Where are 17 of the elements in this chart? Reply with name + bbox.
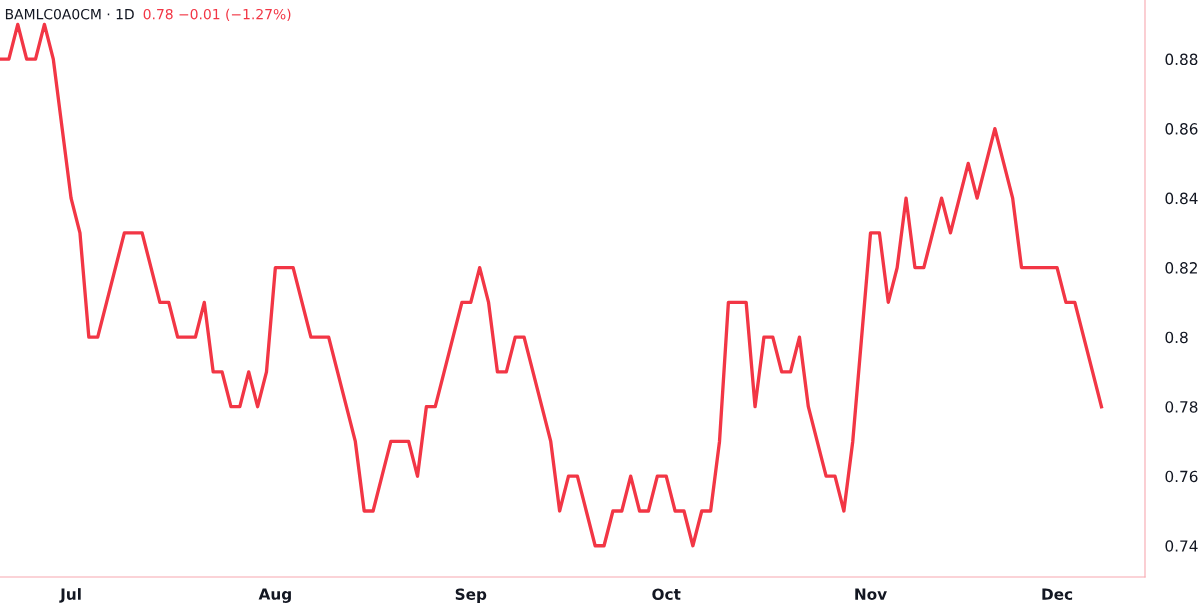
y-tick-label: 0.74 — [1165, 540, 1198, 552]
x-tick-label: Aug — [258, 588, 291, 603]
y-tick-label: 0.84 — [1165, 192, 1198, 205]
x-tick-label: Nov — [855, 588, 887, 600]
x-tick-label: Sep — [455, 588, 487, 603]
y-tick-label: 0.88 — [1165, 53, 1198, 66]
y-tick-label: 0.82 — [1165, 262, 1197, 274]
x-tick-label: Jul — [59, 588, 81, 603]
text: BAMLC0A0CM · 1D — [5, 8, 134, 20]
x-tick-label: Oct — [652, 588, 681, 600]
y-tick-label: 0.76 — [1165, 470, 1198, 483]
x-tick-label: Dec — [1042, 588, 1073, 600]
line-series — [0, 22, 1104, 548]
y-tick-label: 0.8 — [1165, 331, 1188, 344]
y-tick-label: 0.86 — [1165, 123, 1198, 135]
y-tick-label: 0.78 — [1165, 401, 1198, 413]
text: 0.78 −0.01 (−1.27%) — [143, 8, 291, 22]
